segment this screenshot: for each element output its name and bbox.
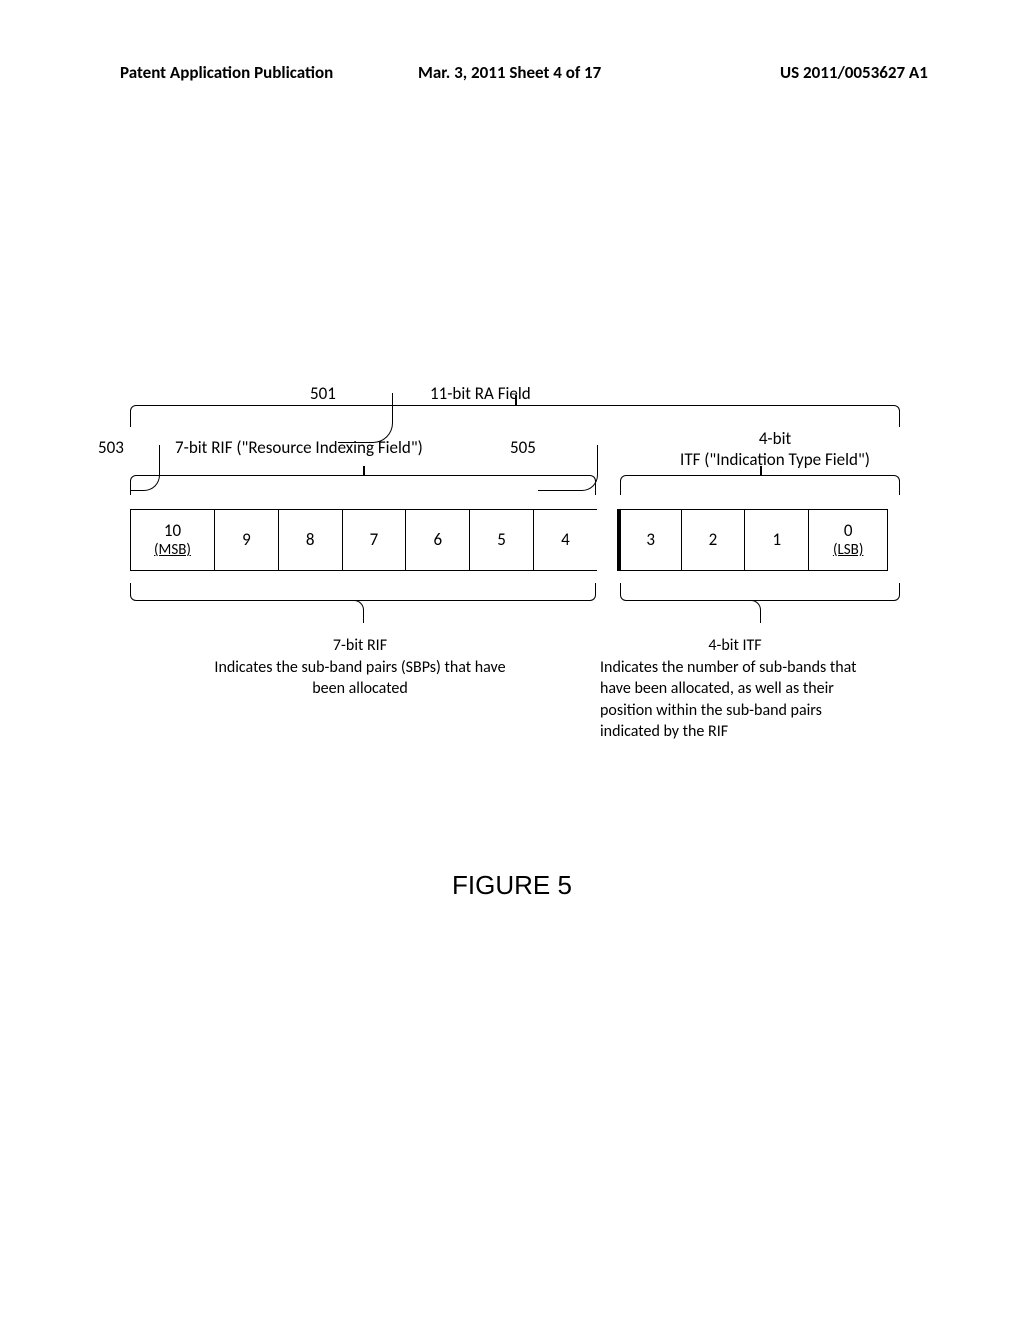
bracket-itf-top (620, 475, 900, 495)
bit-0-sub: (LSB) (833, 541, 863, 559)
header-right: US 2011/0053627 A1 (780, 62, 928, 83)
itf-description: 4-bit ITF Indicates the number of sub-ba… (600, 635, 870, 743)
bit-10: 10 (MSB) (130, 509, 214, 571)
ref-503: 503 (98, 437, 124, 458)
bracket-itf-bottom (620, 583, 900, 601)
itf-top-label: 4-bit ITF ("Indication Type Field") (650, 428, 900, 470)
bit-10-sub: (MSB) (154, 541, 191, 559)
bit-7: 7 (342, 509, 406, 571)
bit-3: 3 (617, 509, 681, 571)
bit-5: 5 (469, 509, 533, 571)
bit-row: 10 (MSB) 9 8 7 6 5 4 3 2 1 0 (LSB) (130, 509, 900, 571)
header-mid: Mar. 3, 2011 Sheet 4 of 17 (418, 62, 601, 83)
bit-10-num: 10 (164, 521, 181, 541)
header-left: Patent Application Publication (120, 62, 333, 83)
bit-0-num: 0 (844, 521, 853, 541)
figure-label: FIGURE 5 (0, 870, 1024, 901)
rif-top-label: 7-bit RIF ("Resource Indexing Field") (175, 437, 423, 458)
bit-4: 4 (533, 509, 597, 571)
bracket-rif-top (130, 475, 596, 495)
bit-6: 6 (405, 509, 469, 571)
bit-2: 2 (681, 509, 745, 571)
bracket-ra-top (130, 405, 900, 427)
itf-desc-body: Indicates the number of sub-bands that h… (600, 657, 870, 743)
ref-501: 501 (310, 383, 336, 404)
bit-8: 8 (278, 509, 342, 571)
itf-desc-title: 4-bit ITF (600, 635, 870, 657)
rif-desc-body: Indicates the sub-band pairs (SBPs) that… (210, 657, 510, 700)
rif-desc-title: 7-bit RIF (210, 635, 510, 657)
rif-description: 7-bit RIF Indicates the sub-band pairs (… (210, 635, 510, 700)
itf-label-line2: ITF ("Indication Type Field") (680, 449, 870, 470)
ref-505: 505 (510, 437, 536, 458)
bit-0: 0 (LSB) (808, 509, 888, 571)
bit-9: 9 (214, 509, 278, 571)
bracket-rif-bottom (130, 583, 596, 601)
itf-label-line1: 4-bit (759, 428, 791, 449)
bit-1: 1 (744, 509, 808, 571)
